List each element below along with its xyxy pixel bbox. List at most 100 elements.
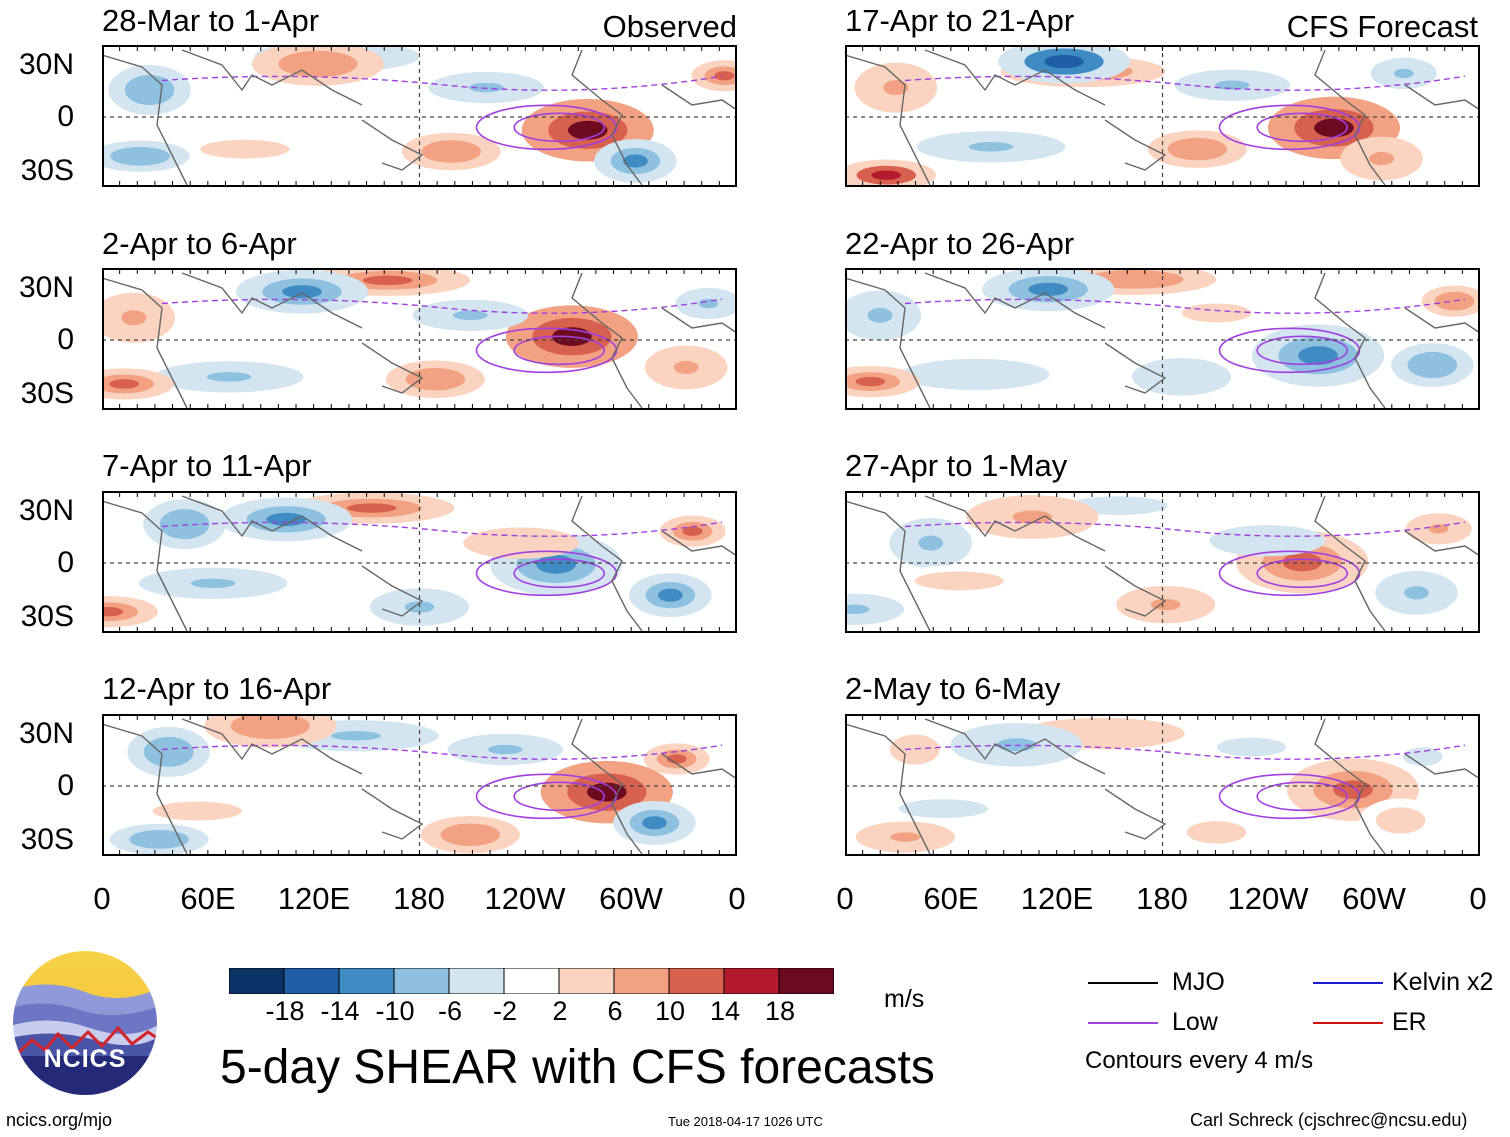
coastline <box>661 530 737 557</box>
lat-label-30s: 30S <box>20 600 74 633</box>
lat-label-30n: 30N <box>18 48 74 81</box>
colorbar-tick: -2 <box>492 996 517 1026</box>
map-panel-1 <box>102 45 737 187</box>
lat-label-30n: 30N <box>18 271 74 304</box>
coastline <box>924 272 1106 329</box>
colorbar-tick: 2 <box>552 996 568 1026</box>
coastline <box>181 718 363 775</box>
shear-anomaly-shading <box>452 310 488 321</box>
coastline <box>361 565 424 617</box>
colorbar-tick: 18 <box>764 996 796 1026</box>
colorbar-swatch <box>723 968 780 994</box>
shear-anomaly-shading <box>921 803 966 814</box>
shear-anomaly-shading <box>1028 282 1069 296</box>
shear-anomaly-shading <box>714 71 735 81</box>
shear-anomaly-shading <box>890 832 921 842</box>
ncics-logo <box>11 949 159 1097</box>
panel-title-8: 2-May to 6-May <box>845 671 1061 706</box>
shear-anomaly-shading <box>1428 524 1449 534</box>
coastline <box>102 500 188 632</box>
shear-anomaly-shading <box>952 369 998 380</box>
low-contour-dashed <box>904 75 1466 91</box>
low-contour <box>513 335 606 366</box>
map-panel-4 <box>102 714 737 856</box>
low-contour <box>1256 781 1349 812</box>
logo-text: NCICS <box>43 1045 127 1073</box>
coastline <box>1104 119 1167 171</box>
colorbar-swatch <box>613 968 670 994</box>
legend-label-low: Low <box>1172 1008 1218 1036</box>
lat-label-0: 0 <box>57 323 74 356</box>
shear-anomaly-shading <box>1419 358 1445 372</box>
coastline <box>924 49 1106 106</box>
shear-anomaly-shading <box>503 538 539 548</box>
coastline <box>102 277 188 409</box>
legend-label-er: ER <box>1392 1008 1427 1036</box>
shear-anomaly-shading <box>222 144 268 154</box>
shear-anomaly-shading <box>206 372 252 382</box>
colorbar <box>229 968 834 994</box>
colorbar-tick: -14 <box>320 996 360 1026</box>
shear-anomaly-shading <box>1404 586 1429 600</box>
lon-label: 60W <box>1342 881 1406 916</box>
shear-anomaly-shading <box>642 816 667 830</box>
shear-anomaly-shading <box>1199 308 1234 318</box>
units-label: m/s <box>884 985 925 1013</box>
shear-anomaly-shading <box>1182 143 1213 155</box>
shear-anomaly-shading <box>347 503 397 513</box>
colorbar-tick: -6 <box>437 996 462 1026</box>
shear-anomaly-shading <box>1166 371 1197 383</box>
shear-anomaly-shading <box>1393 68 1414 79</box>
shear-anomaly-shading <box>174 806 220 816</box>
figure-title: 5-day SHEAR with CFS forecasts <box>220 1041 935 1094</box>
coastline <box>1314 718 1386 855</box>
shear-anomaly-shading <box>331 731 381 741</box>
coastline <box>571 272 643 409</box>
shear-anomaly-shading <box>968 142 1014 152</box>
coastline <box>571 718 643 855</box>
shear-anomaly-shading <box>1150 598 1181 611</box>
coastline <box>181 272 363 329</box>
colorbar-swatch <box>229 968 285 994</box>
shear-anomaly-shading <box>1249 536 1285 546</box>
lon-label: 120W <box>1227 881 1309 916</box>
shear-anomaly-shading <box>1282 552 1323 572</box>
shear-anomaly-shading <box>673 360 699 374</box>
lat-label-30s: 30S <box>20 377 74 410</box>
footer-credit: Carl Schreck (cjschrec@ncsu.edu) <box>1190 1110 1468 1130</box>
low-contour-dashed <box>161 298 723 314</box>
shear-anomaly-shading <box>883 80 909 96</box>
lat-label-0: 0 <box>57 546 74 579</box>
panel-title-5: 17-Apr to 21-Apr <box>845 3 1075 38</box>
shear-anomaly-shading <box>937 576 982 586</box>
shear-anomaly-shading <box>1201 826 1232 838</box>
shear-anomaly-shading <box>855 376 886 387</box>
low-contour <box>1256 112 1349 143</box>
shear-anomaly-shading <box>1077 728 1127 739</box>
panel-title-2: 2-Apr to 6-Apr <box>102 226 297 261</box>
shear-anomaly-shading <box>125 151 155 161</box>
coastline <box>845 277 931 409</box>
shear-anomaly-shading <box>137 82 163 98</box>
shear-anomaly-shading <box>487 744 523 755</box>
legend-line-kelvin <box>1313 982 1383 984</box>
coastline <box>1104 565 1167 617</box>
colorbar-swatch <box>448 968 505 994</box>
colorbar-swatch <box>503 968 560 994</box>
low-contour <box>1256 335 1349 366</box>
shear-anomaly-shading <box>1044 55 1084 69</box>
legend-label-kelvin: Kelvin x2 <box>1392 968 1494 996</box>
shear-anomaly-shading <box>362 275 413 285</box>
forecast-label: CFS Forecast <box>1286 9 1478 44</box>
low-contour <box>513 781 606 812</box>
low-contour-dashed <box>904 744 1466 760</box>
footer-timestamp: Tue 2018-04-17 1026 UTC <box>668 1114 823 1129</box>
lon-label: 120E <box>277 881 351 916</box>
coastline <box>1104 342 1167 394</box>
coastline <box>1314 49 1386 186</box>
map-panel-2 <box>102 268 737 410</box>
coastline <box>1404 307 1480 334</box>
coastline <box>361 119 424 171</box>
low-contour-dashed <box>161 75 723 91</box>
map-panel-3 <box>102 491 737 633</box>
